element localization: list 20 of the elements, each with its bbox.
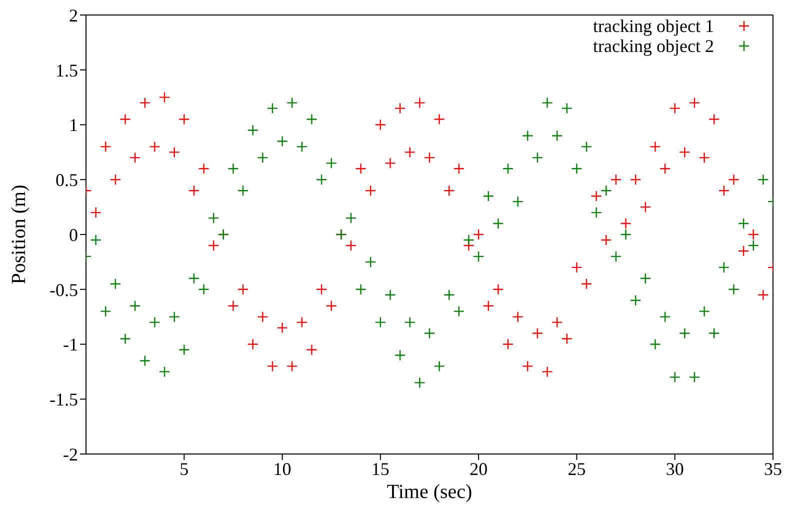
y-tick-label: -1 [63,334,78,355]
y-tick-label: 0 [69,224,78,245]
x-tick-label: 15 [371,458,390,479]
y-tick-label: 2 [69,5,78,26]
x-tick-label: 20 [470,458,488,479]
y-axis-title: Position (m) [8,184,30,284]
x-tick-label: 35 [764,458,782,479]
legend-label: tracking object 2 [593,36,714,56]
x-tick-label: 5 [180,458,189,479]
x-tick-label: 25 [568,458,586,479]
y-tick-label: -2 [63,444,78,464]
y-tick-label: -1.5 [50,390,78,410]
y-tick-label: -0.5 [50,280,78,300]
y-tick-label: 1 [69,115,78,136]
y-tick-label: 1.5 [56,60,78,80]
x-tick-label: 30 [666,458,684,479]
y-tick-label: 0.5 [56,170,78,190]
legend-label: tracking object 1 [593,16,714,36]
x-tick-label: 10 [273,458,292,479]
x-axis-title: Time (sec) [386,481,472,503]
